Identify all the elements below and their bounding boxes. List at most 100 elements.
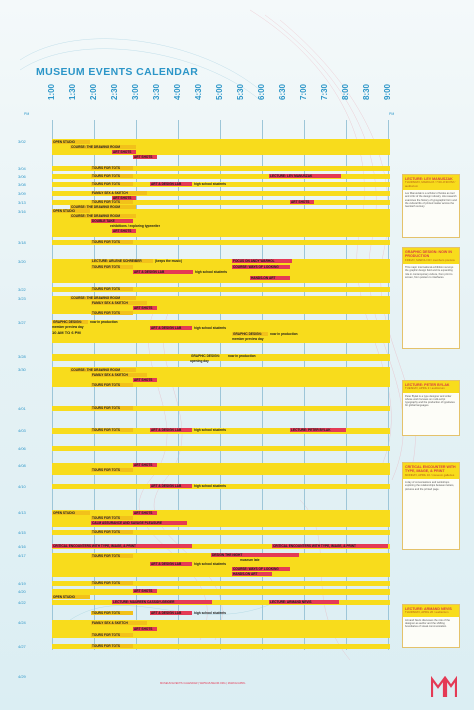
event-art-shots[interactable]: ART SHOTS xyxy=(133,511,157,515)
event-tours-for-tots[interactable]: TOURS FOR TOTS xyxy=(91,406,133,410)
event-focus-andy-warhol[interactable]: FOCUS ON ANDY WARHOL xyxy=(232,259,292,263)
date-label: 4/19 xyxy=(18,581,26,586)
day-band xyxy=(52,287,390,292)
event-tours-for-tots[interactable]: TOURS FOR TOTS xyxy=(91,611,133,615)
event-note: now in production xyxy=(228,354,256,358)
event-design-the-night[interactable]: DESIGN THE NIGHT xyxy=(211,553,299,557)
event-open-studio[interactable]: OPEN STUDIO xyxy=(52,511,90,515)
event-lecture-lev-manuszak[interactable]: LECTURE: LEV MANUSZAK xyxy=(269,174,341,178)
event-art-shots[interactable]: ART SHOTS xyxy=(290,200,314,204)
event-lecture-armand-nevis[interactable]: LECTURE: ARMAND NEVIS xyxy=(269,600,339,604)
event-open-studio[interactable]: OPEN STUDIO xyxy=(52,209,90,213)
event-art-shots[interactable]: ART SHOTS xyxy=(133,306,157,310)
event-tours-for-tots[interactable]: TOURS FOR TOTS xyxy=(91,265,133,269)
time-tick: 8:30 xyxy=(362,83,371,100)
event-family-sex-sketch[interactable]: FAMILY SEX & SKETCH xyxy=(91,373,147,377)
event-family-sex-sketch[interactable]: FAMILY SEX & SKETCH xyxy=(91,301,147,305)
event-tours-for-tots[interactable]: TOURS FOR TOTS xyxy=(91,182,133,186)
event-art-design-lab[interactable]: ART & DESIGN LAB xyxy=(150,611,192,615)
event-note: (keeps the music) xyxy=(155,259,182,263)
event-tours-for-tots[interactable]: TOURS FOR TOTS xyxy=(91,428,133,432)
date-label: 3/20 xyxy=(18,259,26,264)
event-tours-for-tots[interactable]: TOURS FOR TOTS xyxy=(91,468,133,472)
event-lecture-peter-bylak[interactable]: LECTURE: PETER BYLAK xyxy=(290,428,346,432)
event-tours-for-tots[interactable]: TOURS FOR TOTS xyxy=(91,633,133,637)
event-art-shots[interactable]: ART SHOTS xyxy=(133,589,157,593)
event-tours-for-tots[interactable]: TOURS FOR TOTS xyxy=(91,644,133,648)
event-art-design-lab[interactable]: ART & DESIGN LAB xyxy=(150,562,192,566)
date-label: 4/27 xyxy=(18,644,26,649)
day-band xyxy=(52,484,390,489)
event-art-design-lab[interactable]: ART & DESIGN LAB xyxy=(150,182,192,186)
event-hands-on-art[interactable]: HANDS-ON ART xyxy=(232,572,272,576)
event-tours-for-tots[interactable]: TOURS FOR TOTS xyxy=(91,581,133,585)
event-graphic-design[interactable]: GRAPHIC DESIGN: xyxy=(232,332,268,336)
event-art-shots[interactable]: ART SHOTS xyxy=(133,627,157,631)
day-band xyxy=(52,446,390,451)
sidebar-card[interactable]: LECTURE: PETER BYLAK TUESDAY, APRIL 3 / … xyxy=(402,380,460,436)
event-art-shots[interactable]: ART SHOTS xyxy=(133,378,157,382)
event-tours-for-tots[interactable]: TOURS FOR TOTS xyxy=(91,287,133,291)
date-label: 3/28 xyxy=(18,354,26,359)
time-tick: 6:30 xyxy=(278,83,287,100)
event-tours-for-tots[interactable]: TOURS FOR TOTS xyxy=(91,554,133,558)
event-family-sex-sketch[interactable]: FAMILY SEX & SKETCH xyxy=(91,191,147,195)
event-lecture-arlene-schreiber[interactable]: LECTURE: ARLENE SCHREIBER xyxy=(91,259,153,263)
event-art-design-lab[interactable]: ART & DESIGN LAB xyxy=(150,484,192,488)
sidebar-card[interactable]: LECTURE: LEV MANUSZAK THURSDAY, MARCH 8 … xyxy=(402,174,460,238)
event-course-drawing-room[interactable]: COURSE: THE DRAWING ROOM xyxy=(70,368,136,372)
event-tours-for-tots[interactable]: TOURS FOR TOTS xyxy=(91,311,133,315)
sidebar-card-header: CRITICAL ENCOUNTER WITH TYPE, IMAGE, & P… xyxy=(403,463,459,480)
event-critical-encounters[interactable]: CRITICAL ENCOUNTERS WITH TYPE, IMAGE, & … xyxy=(272,544,388,548)
event-open-studio[interactable]: OPEN STUDIO xyxy=(52,140,90,144)
day-band xyxy=(52,182,390,187)
sidebar-card-body: Peter Bylak is a type designer and write… xyxy=(405,394,455,408)
time-tick: 5:30 xyxy=(236,83,245,100)
event-note: member preview day xyxy=(232,337,264,341)
event-art-shots[interactable]: ART SHOTS xyxy=(112,196,136,200)
event-art-design-lab[interactable]: ART & DESIGN LAB xyxy=(150,326,192,330)
time-tick: 7:00 xyxy=(299,83,308,100)
event-note: high school students xyxy=(194,562,227,566)
event-tours-for-tots[interactable]: TOURS FOR TOTS xyxy=(91,166,133,170)
event-tours-for-tots[interactable]: TOURS FOR TOTS xyxy=(91,516,133,520)
day-band xyxy=(52,166,390,171)
sidebar-card[interactable]: LECTURE: ARMAND NEVIS THURSDAY, APRIL 26… xyxy=(402,604,460,648)
event-art-shots[interactable]: ART SHOTS xyxy=(133,155,157,159)
event-hands-on-art[interactable]: HANDS-ON ART xyxy=(250,276,290,280)
event-tours-for-tots[interactable]: TOURS FOR TOTS xyxy=(91,383,133,387)
day-band xyxy=(52,320,390,343)
event-course-drawing-room[interactable]: COURSE: THE DRAWING ROOM xyxy=(70,145,136,149)
event-graphic-design[interactable]: GRAPHIC DESIGN: xyxy=(191,354,220,358)
event-art-shots[interactable]: ART SHOTS xyxy=(112,150,136,154)
event-note: high school students xyxy=(194,484,227,488)
event-art-shots[interactable]: ART SHOTS xyxy=(112,229,136,233)
event-open-studio[interactable]: OPEN STUDIO xyxy=(52,595,90,599)
event-tours-for-tots[interactable]: TOURS FOR TOTS xyxy=(91,240,133,244)
event-note: high school students xyxy=(194,182,227,186)
event-course-drawing-room[interactable]: COURSE: THE DRAWING ROOM xyxy=(70,205,136,209)
event-tours-for-tots[interactable]: TOURS FOR TOTS xyxy=(91,174,133,178)
event-family-sex-sketch[interactable]: FAMILY SEX & SKETCH xyxy=(91,621,147,625)
event-art-design-lab[interactable]: ART & DESIGN LAB xyxy=(150,428,192,432)
event-critical-encounters[interactable]: CRITICAL ENCOUNTERS WITH TYPE, IMAGE, & … xyxy=(52,544,192,548)
event-course-ways-of-looking[interactable]: COURSE: WAYS OF LOOKING xyxy=(232,567,290,571)
event-art-shots[interactable]: ART SHOTS xyxy=(133,463,157,467)
sidebar-card[interactable]: GRAPHIC DESIGN: NOW IN PRODUCTION FRIDAY… xyxy=(402,247,460,349)
sidebar-card[interactable]: CRITICAL ENCOUNTER WITH TYPE, IMAGE, & P… xyxy=(402,462,460,550)
sidebar-card-body: Lev Manuszak is a scholar of books as to… xyxy=(405,192,457,209)
event-calm-assurance[interactable]: CALM ASSURANCE AND SAVAGE PLEASURE xyxy=(91,521,187,525)
event-course-ways-of-looking[interactable]: COURSE: WAYS OF LOOKING xyxy=(232,265,290,269)
date-label: 3/27 xyxy=(18,320,26,325)
event-art-design-lab[interactable]: ART & DESIGN LAB xyxy=(133,270,193,274)
event-course-drawing-room[interactable]: COURSE: THE DRAWING ROOM xyxy=(70,214,136,218)
event-note: high school students xyxy=(195,270,228,274)
event-lecture-maureen-cassidy-geiger[interactable]: LECTURE: MAUREEN CASSIDY-GEIGER xyxy=(112,600,212,604)
event-tours-for-tots[interactable]: TOURS FOR TOTS xyxy=(91,530,133,534)
event-graphic-design[interactable]: GRAPHIC DESIGN: xyxy=(52,320,88,324)
event-double-take[interactable]: DOUBLE TAKE xyxy=(91,219,133,223)
event-course-drawing-room[interactable]: COURSE: THE DRAWING ROOM xyxy=(70,296,136,300)
sidebar-card-meta: THURSDAY, MARCH 8 / 7:00–8:30 PM / audit… xyxy=(405,180,456,188)
time-tick: 3:30 xyxy=(152,83,161,100)
event-tours-for-tots[interactable]: TOURS FOR TOTS xyxy=(91,200,133,204)
